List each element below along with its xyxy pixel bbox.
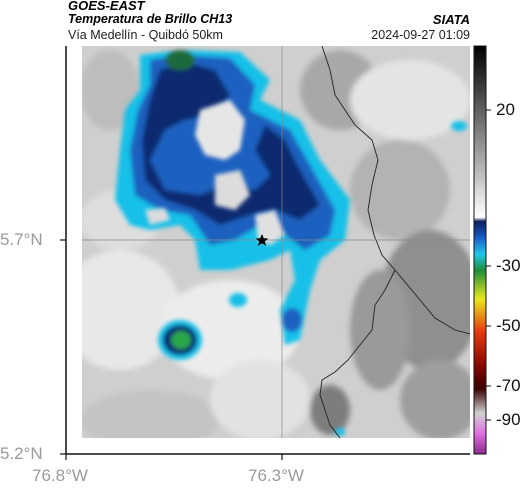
satellite-image xyxy=(82,46,470,438)
satellite-label: GOES-EAST xyxy=(68,0,145,13)
star-icon xyxy=(255,234,269,246)
region-label: Vía Medellín - Quibdó 50km xyxy=(68,28,223,42)
colorbar-tick-label: -30 xyxy=(496,256,521,275)
y-tick-label: 5.2°N xyxy=(0,444,43,463)
organization-label: SIATA xyxy=(432,12,470,27)
colorbar-tick-label: 20 xyxy=(496,100,515,119)
datetime-label: 2024-09-27 01:09 xyxy=(371,28,470,42)
x-tick-label: 76.8°W xyxy=(32,466,88,485)
product-title: Temperatura de Brillo CH13 xyxy=(68,12,233,26)
y-tick-label: 5.7°N xyxy=(0,230,43,249)
colorbar-tick-label: -70 xyxy=(496,376,521,395)
colorbar-tick-label: -50 xyxy=(496,316,521,335)
x-tick-label: 76.3°W xyxy=(248,466,304,485)
colorbar xyxy=(473,45,487,455)
colorbar-tick-label: -90 xyxy=(496,410,521,429)
